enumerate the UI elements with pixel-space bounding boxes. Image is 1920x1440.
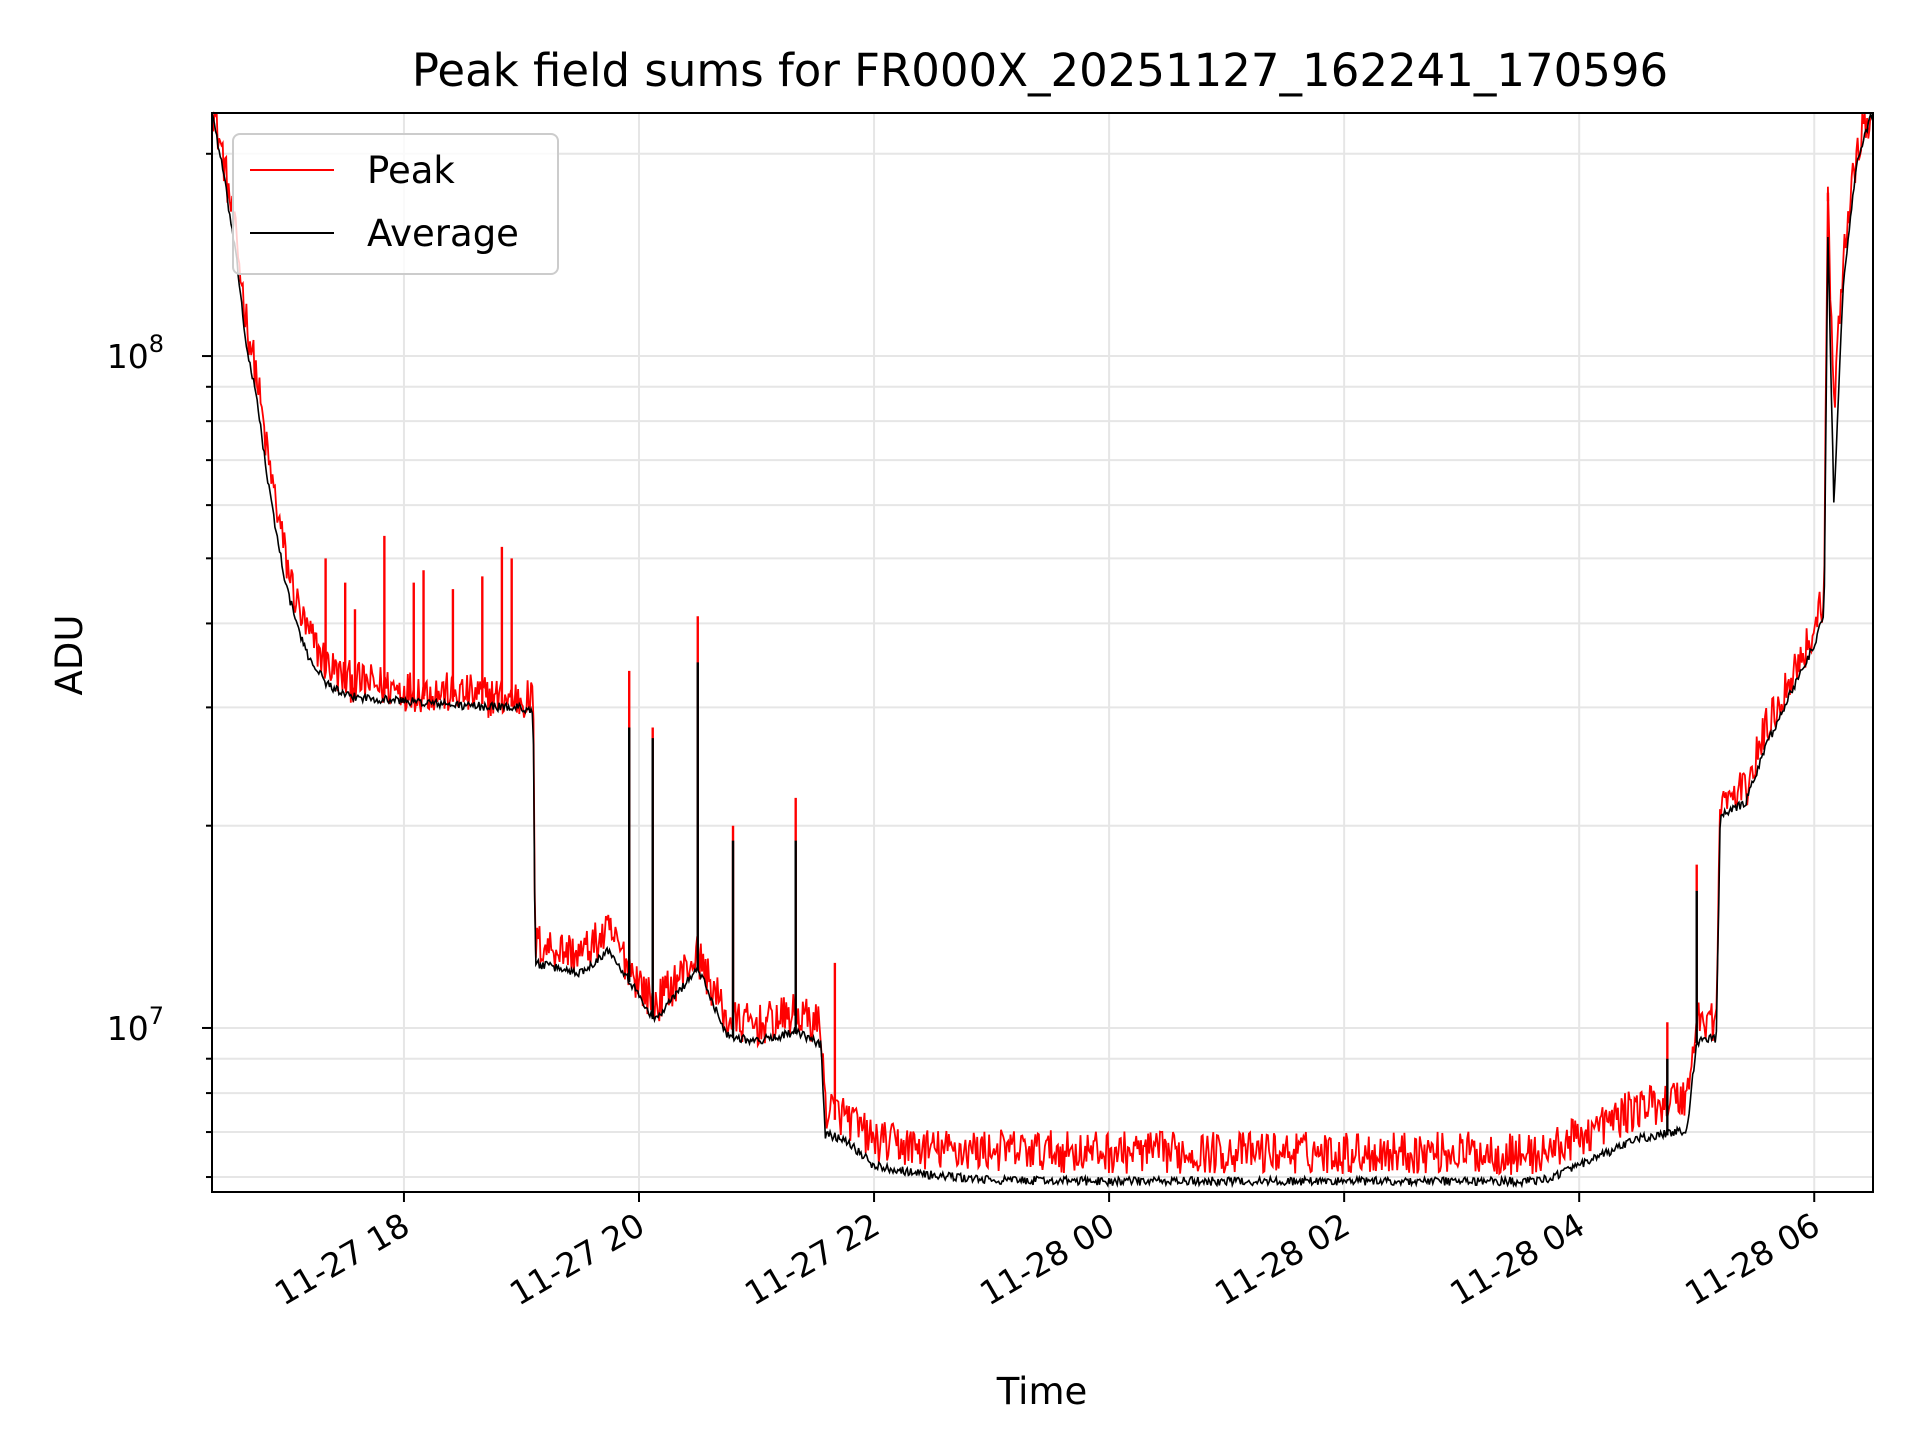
chart-title: Peak field sums for FR000X_20251127_1622… — [412, 44, 1668, 97]
y-axis-label: ADU — [48, 615, 91, 696]
series-average — [211, 112, 1874, 1189]
series-line-average — [211, 112, 1874, 1189]
legend-label-average: Average — [367, 212, 519, 255]
legend: Peak Average — [232, 133, 559, 275]
plot-frame — [211, 112, 1874, 1193]
x-axis-label: Time — [996, 1370, 1088, 1413]
y-tick-exponent: 7 — [149, 1002, 164, 1030]
legend-label-peak: Peak — [367, 149, 455, 192]
y-tick-exponent: 8 — [149, 330, 164, 358]
grid — [212, 113, 1873, 1192]
plot-series — [211, 111, 1874, 1189]
